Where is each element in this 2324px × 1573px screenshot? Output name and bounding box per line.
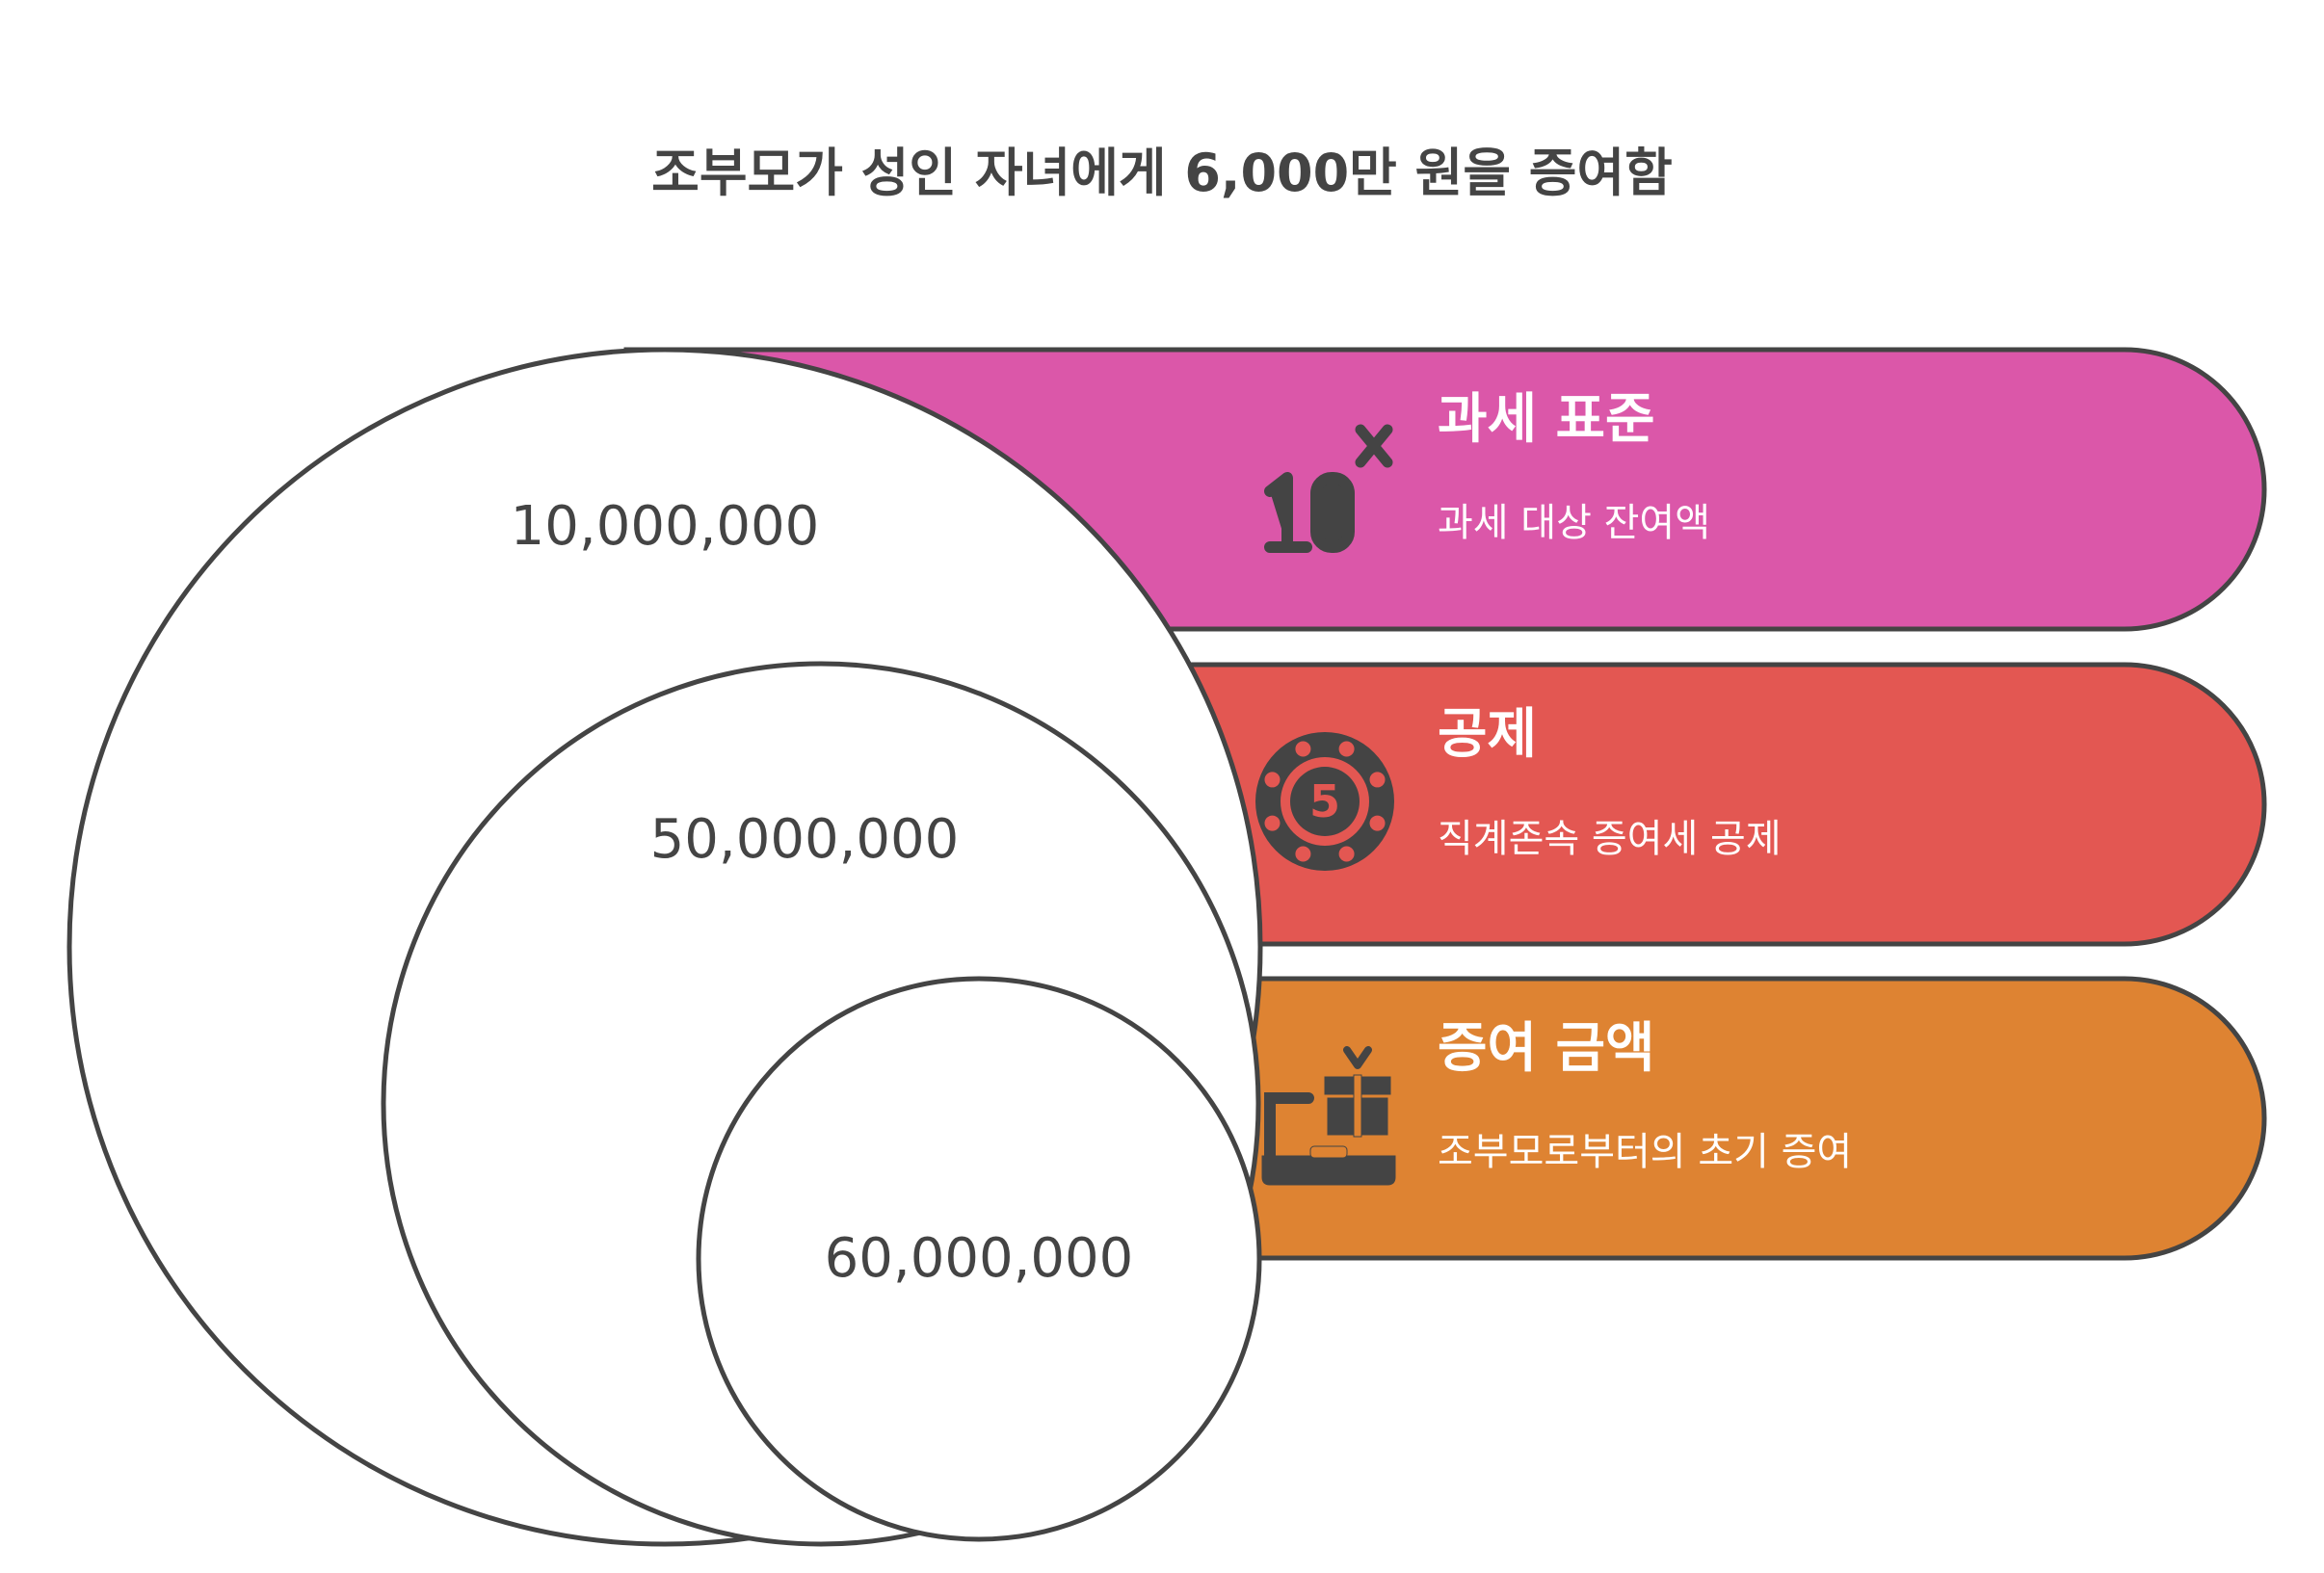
chip-notch [1338,846,1355,862]
casino-chip-five-icon: 5 [1255,732,1394,871]
gift-amount-value: 60,000,000 [825,1227,1134,1290]
tax-base-heading: 과세 표준 [1438,388,1655,451]
diagram-title: 조부모가 성인 자녀에게 6,000만 원을 증여함 [651,143,1673,203]
chip-notch [1264,772,1281,788]
circle-gift-amount [696,976,1262,1542]
chip-notch [1369,815,1386,831]
gift-amount-description: 조부모로부터의 초기 증여 [1438,1130,1852,1174]
deduction-description: 직계존속 증여세 공제 [1438,817,1782,861]
svg-text:5: 5 [1309,775,1340,827]
chip-notch [1264,815,1281,831]
deduction-value: 50,000,000 [650,808,960,871]
gift-laptop-icon [1261,1046,1396,1186]
chip-notch [1338,741,1355,757]
band-gift-amount [970,976,2267,1261]
gift-amount-heading: 증여 금액 [1438,1017,1655,1080]
tax-base-description: 과세 대상 잔여액 [1438,501,1710,545]
ten-to-the-x-icon [1264,424,1393,553]
chip-notch [1295,741,1311,757]
tax-base-value: 10,000,000 [511,495,820,558]
chip-notch [1369,772,1386,788]
chip-notch [1295,846,1311,862]
deduction-heading: 공제 [1438,703,1537,766]
